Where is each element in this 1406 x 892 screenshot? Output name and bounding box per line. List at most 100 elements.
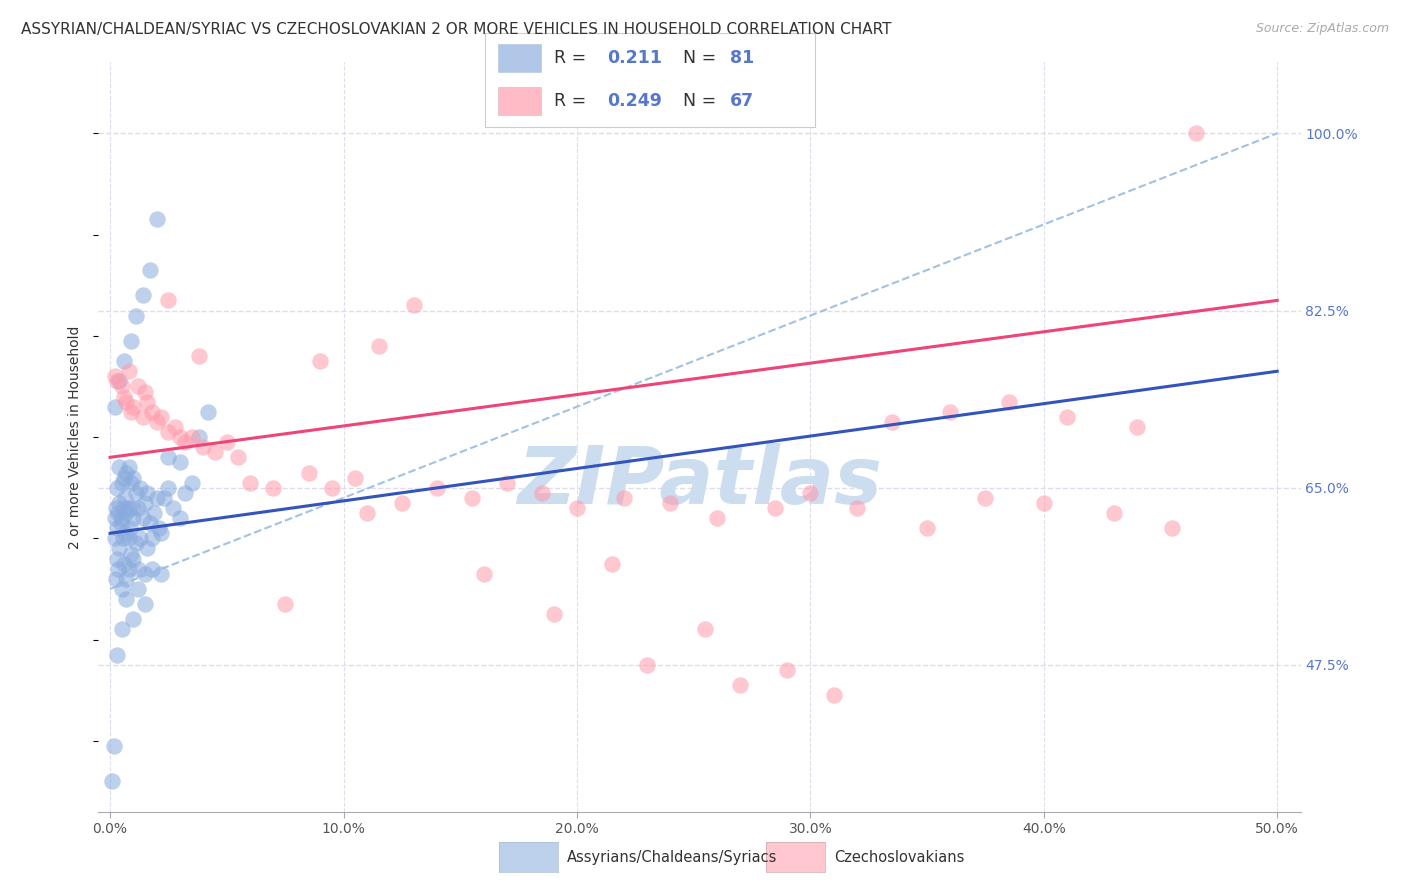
Point (104, 500, 127, 515)
Point (132, 409, 155, 424)
Point (134, 496, 156, 510)
Point (215, 435, 238, 450)
Point (180, 430, 202, 444)
Point (112, 557, 135, 571)
Point (121, 500, 143, 515)
Point (136, 485, 159, 500)
Point (120, 334, 142, 348)
Point (114, 526, 136, 541)
Point (146, 415, 169, 429)
Text: 67: 67 (730, 92, 754, 110)
Point (118, 532, 141, 546)
Point (157, 450, 180, 465)
Point (148, 521, 170, 535)
Point (112, 390, 135, 404)
Point (120, 405, 142, 419)
Point (344, 470, 367, 484)
Point (111, 532, 134, 546)
Text: N =: N = (683, 92, 717, 110)
Point (426, 481, 449, 495)
Point (125, 485, 148, 500)
Point (974, 491, 997, 505)
Point (108, 460, 131, 475)
Point (122, 470, 145, 484)
Point (146, 491, 169, 505)
Point (108, 541, 131, 556)
Point (146, 212, 169, 227)
Point (193, 440, 215, 454)
Point (1102, 506, 1125, 520)
Point (107, 506, 129, 520)
Point (187, 430, 209, 444)
Point (115, 506, 138, 520)
Text: 0.249: 0.249 (607, 92, 662, 110)
Point (104, 532, 127, 546)
FancyBboxPatch shape (498, 87, 541, 115)
Point (706, 511, 728, 525)
Point (152, 491, 174, 505)
Point (297, 466, 319, 480)
Point (103, 739, 125, 753)
Point (118, 521, 141, 535)
Point (165, 420, 187, 434)
Point (127, 500, 149, 515)
Point (111, 475, 134, 490)
Point (263, 481, 285, 495)
Point (173, 435, 195, 450)
Point (132, 288, 155, 302)
Point (105, 375, 128, 389)
Point (108, 496, 131, 510)
Point (111, 511, 134, 525)
Point (157, 481, 180, 495)
Point (776, 663, 799, 677)
Text: Source: ZipAtlas.com: Source: ZipAtlas.com (1256, 22, 1389, 36)
Point (112, 354, 135, 368)
Point (939, 405, 962, 419)
Point (115, 592, 138, 607)
Point (799, 485, 821, 500)
Point (204, 445, 226, 459)
Point (763, 500, 786, 515)
FancyBboxPatch shape (498, 45, 541, 72)
Point (115, 572, 138, 586)
Text: Assyrians/Chaldeans/Syriacs: Assyrians/Chaldeans/Syriacs (567, 850, 778, 864)
Point (530, 485, 553, 500)
Point (143, 506, 166, 520)
Point (104, 511, 127, 525)
Point (122, 400, 145, 414)
Point (112, 470, 135, 484)
Point (120, 547, 142, 561)
Point (402, 298, 425, 312)
Point (101, 774, 124, 789)
Point (118, 460, 141, 475)
Point (472, 566, 495, 581)
Point (105, 551, 128, 566)
Point (122, 551, 145, 566)
Point (127, 582, 149, 596)
Point (391, 496, 413, 510)
Point (141, 562, 163, 576)
Point (127, 562, 149, 576)
Point (134, 597, 156, 611)
Point (695, 623, 717, 637)
Point (139, 516, 162, 530)
Point (115, 394, 138, 409)
Point (104, 369, 127, 384)
Point (173, 485, 195, 500)
Point (823, 688, 845, 702)
Point (111, 623, 134, 637)
Point (111, 582, 134, 596)
Point (110, 516, 132, 530)
Point (543, 607, 565, 622)
Point (105, 481, 128, 495)
Point (118, 364, 141, 378)
Point (114, 491, 136, 505)
Point (107, 562, 129, 576)
Point (105, 648, 128, 662)
Point (613, 491, 636, 505)
Point (600, 557, 623, 571)
Point (150, 566, 173, 581)
Point (125, 309, 148, 323)
Point (880, 415, 903, 429)
Point (122, 612, 145, 626)
